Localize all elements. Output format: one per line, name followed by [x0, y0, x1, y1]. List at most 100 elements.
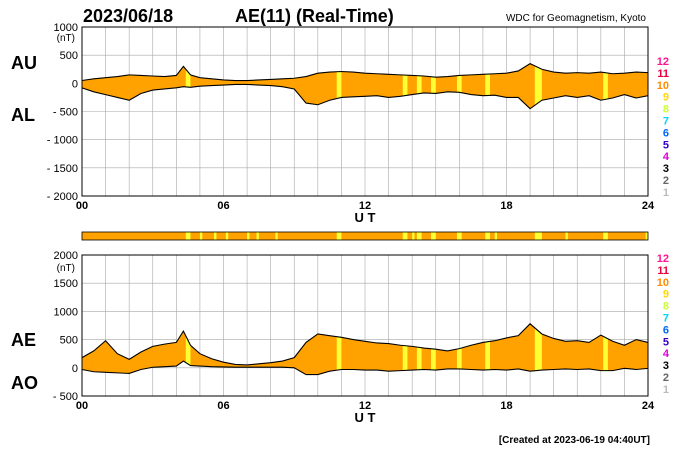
y-tick-label: - 500 [53, 391, 78, 403]
grid [81, 254, 649, 397]
station-bar-band [456, 232, 462, 240]
station-bar-band [485, 232, 490, 240]
station-count-label: 12 [657, 56, 669, 68]
station-change-band [431, 76, 436, 94]
x-tick-label: 00 [76, 200, 88, 212]
station-count-label: 9 [663, 289, 669, 301]
y-tick-label: 2000 [54, 250, 78, 262]
station-count-label: 2 [663, 372, 669, 384]
station-change-band [603, 336, 608, 371]
station-bar-band [603, 232, 608, 240]
x-tick-label: 00 [76, 400, 88, 412]
x-axis-label: U T [355, 210, 376, 225]
x-tick-label: 24 [642, 400, 655, 412]
station-bar-band [645, 232, 648, 240]
x-tick-label: 24 [642, 200, 655, 212]
station-count-label: 6 [663, 324, 669, 336]
station-count-label: 7 [663, 313, 669, 325]
station-bar-base [82, 232, 648, 240]
station-bar-band [214, 232, 217, 240]
station-count-label: 12 [657, 253, 669, 265]
station-count-label: 7 [663, 116, 669, 128]
station-change-band [456, 75, 462, 93]
station-count-label: 6 [663, 127, 669, 139]
series-line-al [81, 83, 649, 110]
y-tick-label: 1000 [54, 22, 78, 34]
station-count-label: 10 [657, 277, 669, 289]
y-tick-label: 1000 [54, 306, 78, 318]
station-count-label: 1 [663, 187, 669, 199]
ae-label: AE [11, 330, 36, 350]
plot-frame [81, 26, 649, 197]
station-bar-band [412, 232, 415, 240]
station-bar-band [494, 232, 498, 240]
station-change-band [456, 347, 462, 370]
x-tick-label: 06 [217, 200, 229, 212]
station-count-label: 5 [663, 139, 669, 151]
station-count-label: 11 [657, 265, 669, 277]
y-tick-label: 1500 [54, 278, 78, 290]
station-bar-band [416, 232, 422, 240]
station-bar-band [534, 232, 542, 240]
station-change-band [603, 72, 608, 100]
x-tick-label: 12 [359, 400, 371, 412]
created-timestamp: [Created at 2023-06-19 04:40UT] [499, 435, 650, 446]
au-label: AU [11, 53, 37, 73]
station-bar-band [256, 232, 259, 240]
station-change-band [534, 327, 542, 371]
chart-date: 2023/06/18 [83, 6, 173, 26]
station-change-band [534, 65, 542, 106]
data-source: WDC for Geomagnetism, Kyoto [506, 13, 646, 24]
y-tick-label: 0 [72, 363, 78, 375]
station-change-band [485, 73, 490, 96]
station-count-label: 4 [663, 348, 670, 360]
al-label: AL [11, 105, 35, 125]
station-count-bar [81, 231, 649, 241]
station-change-band [402, 345, 408, 371]
station-count-label: 3 [663, 360, 669, 372]
x-tick-label: 18 [500, 200, 512, 212]
station-count-label: 9 [663, 92, 669, 104]
station-bar-band [565, 232, 568, 240]
au-al-panel: AU AL (nT) U T 1000 500 0 - 500 - 1000 - 1500… [11, 22, 655, 225]
station-count-label: 8 [663, 301, 669, 313]
ao-label: AO [11, 373, 38, 393]
series-line-ao [81, 360, 649, 376]
y-tick-label: - 1000 [47, 135, 78, 147]
station-count-label: 10 [657, 80, 669, 92]
station-bar-band [225, 232, 229, 240]
station-change-band [416, 75, 422, 94]
station-bar-band [431, 232, 436, 240]
plot-frame [81, 254, 649, 397]
x-tick-label: 12 [359, 200, 371, 212]
station-bar-band [247, 232, 250, 240]
area-fill [82, 323, 648, 375]
station-count-label: 8 [663, 104, 669, 116]
y-tick-label: - 1500 [47, 163, 78, 175]
y-tick-label: - 500 [53, 107, 78, 119]
station-count-label: 5 [663, 336, 669, 348]
series-line-ae [81, 323, 649, 366]
y-unit-label: (nT) [57, 33, 75, 44]
station-count-label: 11 [657, 68, 669, 80]
station-bar-band [275, 232, 278, 240]
chart-title: AE(11) (Real-Time) [235, 6, 394, 26]
series-line-au [81, 62, 649, 82]
x-tick-label: 18 [500, 400, 512, 412]
station-change-band [416, 347, 422, 370]
y-tick-label: 500 [60, 50, 78, 62]
station-bar-band [402, 232, 408, 240]
x-axis-label: U T [355, 410, 376, 425]
y-tick-label: - 2000 [47, 191, 78, 203]
station-count-label: 2 [663, 175, 669, 187]
station-count-label: 3 [663, 163, 669, 175]
station-bar-band [336, 232, 342, 240]
station-change-band [402, 74, 408, 96]
station-change-band [485, 341, 490, 370]
y-tick-label: 0 [72, 78, 78, 90]
station-count-label: 1 [663, 384, 669, 396]
y-unit-label: (nT) [57, 263, 75, 274]
station-change-band [336, 71, 342, 99]
